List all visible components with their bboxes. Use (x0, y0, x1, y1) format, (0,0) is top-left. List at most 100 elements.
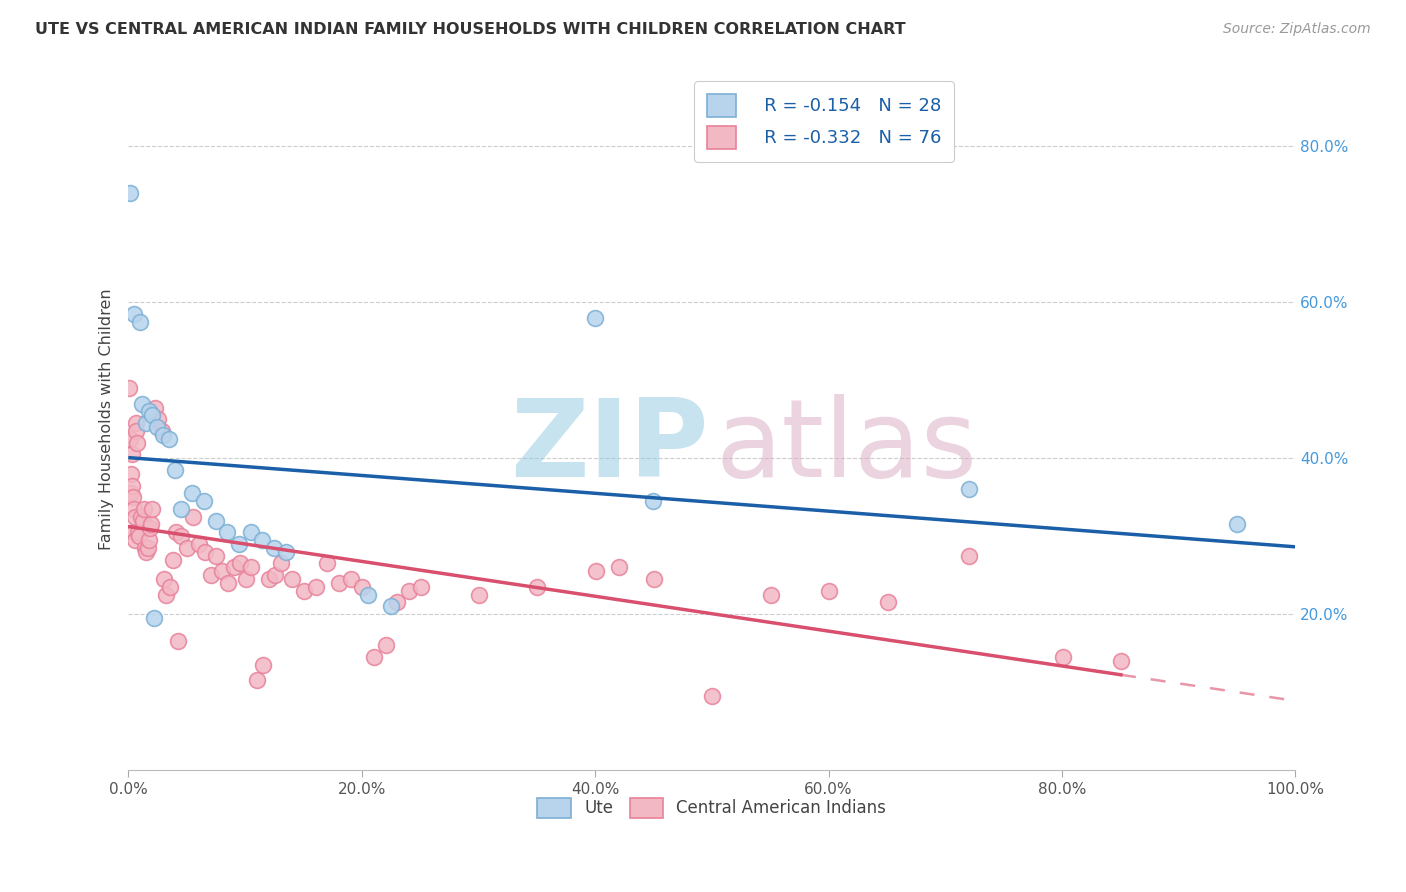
Point (139, 517, 162, 532)
Text: atlas: atlas (716, 394, 977, 500)
Point (468, 588, 491, 602)
Point (136, 541, 159, 555)
Point (159, 580, 181, 594)
Point (398, 583, 420, 598)
Point (122, 525, 145, 540)
Point (1109, 654, 1132, 668)
Point (235, 572, 257, 586)
Point (263, 541, 285, 555)
Point (187, 537, 209, 551)
Point (135, 545, 157, 559)
Point (585, 564, 607, 578)
Point (120, 486, 142, 500)
Point (131, 397, 153, 411)
Point (380, 599, 402, 614)
Point (217, 525, 239, 540)
Point (239, 525, 262, 540)
Point (252, 657, 274, 672)
Point (128, 529, 150, 543)
Point (181, 486, 204, 500)
Text: UTE VS CENTRAL AMERICAN INDIAN FAMILY HOUSEHOLDS WITH CHILDREN CORRELATION CHART: UTE VS CENTRAL AMERICAN INDIAN FAMILY HO… (35, 22, 905, 37)
Point (356, 588, 378, 602)
Point (152, 427, 174, 442)
Point (129, 509, 152, 524)
Text: ZIP: ZIP (510, 394, 709, 500)
Point (139, 521, 162, 535)
Point (170, 502, 193, 516)
Point (129, 315, 152, 329)
Text: Source: ZipAtlas.com: Source: ZipAtlas.com (1223, 22, 1371, 37)
Point (818, 583, 841, 598)
Point (146, 420, 169, 434)
Point (204, 514, 226, 528)
Point (163, 463, 186, 477)
Point (120, 467, 142, 481)
Point (121, 447, 143, 461)
Point (165, 525, 187, 540)
Point (181, 509, 204, 524)
Point (274, 545, 297, 559)
Point (142, 611, 165, 625)
Point (122, 502, 145, 516)
Point (643, 572, 665, 586)
Point (957, 549, 980, 563)
Point (205, 549, 228, 563)
Point (127, 525, 149, 540)
Point (374, 638, 396, 652)
Point (132, 502, 155, 516)
Point (339, 572, 361, 586)
Point (583, 310, 606, 325)
Point (252, 533, 274, 547)
Point (166, 634, 188, 648)
Point (125, 435, 148, 450)
Point (409, 580, 432, 594)
Point (141, 409, 163, 423)
Point (125, 416, 148, 430)
Point (304, 580, 326, 594)
Point (607, 560, 630, 574)
Legend: Ute, Central American Indians: Ute, Central American Indians (530, 791, 893, 825)
Point (155, 588, 177, 602)
Point (118, 432, 141, 446)
Point (141, 502, 163, 516)
Point (157, 432, 180, 446)
Point (387, 595, 409, 609)
Point (138, 404, 160, 418)
Point (118, 381, 141, 395)
Point (193, 494, 215, 508)
Y-axis label: Family Households with Children: Family Households with Children (100, 288, 114, 550)
Point (135, 416, 157, 430)
Point (122, 490, 145, 504)
Point (759, 588, 782, 602)
Point (162, 552, 184, 566)
Point (246, 673, 269, 688)
Point (200, 568, 222, 582)
Point (257, 572, 280, 586)
Point (328, 576, 350, 591)
Point (316, 557, 339, 571)
Point (143, 401, 166, 415)
Point (228, 557, 250, 571)
Point (194, 545, 217, 559)
Point (124, 509, 146, 524)
Point (170, 529, 193, 543)
Point (124, 533, 146, 547)
Point (1226, 517, 1249, 532)
Point (876, 595, 898, 609)
Point (138, 533, 160, 547)
Point (150, 424, 173, 438)
Point (132, 514, 155, 528)
Point (121, 478, 143, 492)
Point (263, 568, 285, 582)
Point (526, 580, 548, 594)
Point (222, 560, 245, 574)
Point (122, 307, 145, 321)
Point (217, 576, 239, 591)
Point (352, 580, 374, 594)
Point (702, 689, 724, 703)
Point (176, 541, 198, 555)
Point (153, 572, 176, 586)
Point (240, 560, 263, 574)
Point (120, 186, 142, 201)
Point (363, 650, 385, 665)
